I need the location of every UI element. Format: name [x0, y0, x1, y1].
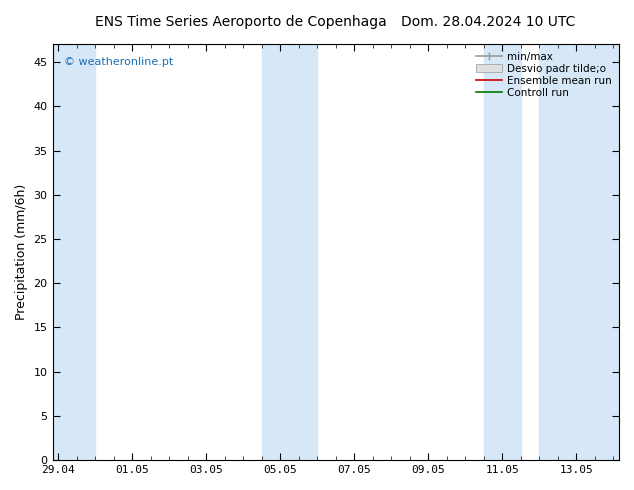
Y-axis label: Precipitation (mm/6h): Precipitation (mm/6h): [15, 184, 28, 320]
Bar: [484, 45, 521, 460]
Legend: min/max, Desvio padr tilde;o, Ensemble mean run, Controll run: min/max, Desvio padr tilde;o, Ensemble m…: [472, 48, 616, 102]
Bar: [540, 45, 619, 460]
Text: Dom. 28.04.2024 10 UTC: Dom. 28.04.2024 10 UTC: [401, 15, 576, 29]
Bar: [262, 45, 317, 460]
Bar: [53, 45, 95, 460]
Text: © weatheronline.pt: © weatheronline.pt: [64, 57, 173, 67]
Text: ENS Time Series Aeroporto de Copenhaga: ENS Time Series Aeroporto de Copenhaga: [95, 15, 387, 29]
